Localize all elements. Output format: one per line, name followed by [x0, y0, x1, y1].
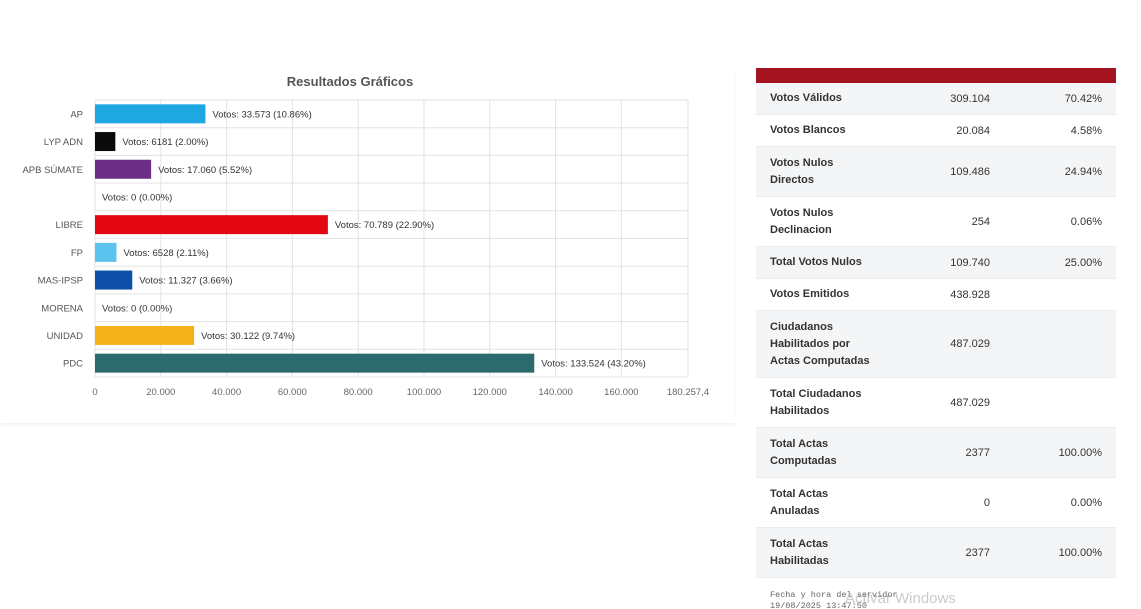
table-row: Total Actas Habilitadas 2377 100.00%: [756, 528, 1116, 578]
bar: [95, 132, 116, 152]
category-label: PDC: [63, 359, 83, 370]
table-row: Votos Nulos Directos 109.486 24.94%: [756, 147, 1116, 197]
category-label: MORENA: [41, 303, 83, 314]
row-value: 2377: [965, 446, 990, 459]
table-row: Votos Blancos 20.084 4.58%: [756, 115, 1116, 147]
chart-title: Resultados Gráficos: [286, 74, 414, 89]
table-row: Votos Emitidos 438.928: [756, 279, 1116, 311]
table-row: Votos Nulos Declinacion 254 0.06%: [756, 197, 1116, 247]
row-value: 109.486: [950, 165, 990, 178]
x-tick-label: 80.000: [344, 387, 373, 398]
row-percent: 0.00%: [1070, 496, 1102, 509]
data-label: Votos: 6528 (2.11%): [123, 248, 208, 259]
row-percent: 70.42%: [1064, 92, 1102, 105]
row-label: Total Actas Habilitadas: [770, 537, 829, 567]
row-percent: 100.00%: [1058, 446, 1102, 459]
top-band: [0, 0, 1141, 68]
data-label: Votos: 33.573 (10.86%): [212, 109, 311, 120]
windows-activation-watermark: Activar Windows: [845, 590, 956, 607]
row-percent: 0.06%: [1070, 215, 1102, 228]
category-label: LIBRE: [56, 220, 83, 231]
results-table: Votos Válidos 309.104 70.42% Votos Blanc…: [756, 83, 1116, 578]
row-label: Total Actas Computadas: [770, 437, 837, 467]
bar: [95, 159, 152, 179]
row-label: Total Ciudadanos Habilitados: [770, 387, 862, 417]
x-tick-label: 120.000: [473, 387, 507, 398]
results-table-panel: Votos Válidos 309.104 70.42% Votos Blanc…: [756, 68, 1116, 609]
category-label: AP: [70, 109, 83, 120]
row-label: Ciudadanos Habilitados por Actas Computa…: [770, 320, 870, 367]
data-label: Votos: 11.327 (3.66%): [139, 276, 232, 287]
server-time-footer: Fecha y hora del servidor 19/08/2025 13:…: [756, 578, 1116, 609]
results-chart-card: Resultados Gráficos 0 20.000 40.000 60.000 8…: [0, 68, 735, 423]
row-value: 438.928: [950, 288, 990, 301]
x-tick-label: 160.000: [604, 387, 638, 398]
table-row: Ciudadanos Habilitados por Actas Computa…: [756, 311, 1116, 378]
server-timestamp: 19/08/2025 13:47:50: [770, 601, 867, 609]
row-value: 109.740: [950, 256, 990, 269]
table-row: Total Ciudadanos Habilitados 487.029: [756, 378, 1116, 428]
bar: [95, 104, 206, 124]
table-header-bar: [756, 68, 1116, 83]
row-label: Votos Válidos: [770, 92, 842, 104]
bar-chart: 0 20.000 40.000 60.000 80.000 100.000 120.000 1…: [22, 99, 709, 398]
bar: [95, 215, 328, 235]
table-row: Total Actas Anuladas 0 0.00%: [756, 478, 1116, 528]
row-value: 2377: [965, 546, 990, 559]
x-tick-label: 40.000: [212, 387, 241, 398]
data-label: Votos: 70.789 (22.90%): [335, 220, 434, 231]
data-label: Votos: 0 (0.00%): [102, 192, 172, 203]
bar: [95, 242, 117, 262]
row-value: 309.104: [950, 92, 990, 105]
row-value: 0: [983, 496, 990, 509]
server-time-label: Fecha y hora del servidor: [770, 590, 898, 600]
row-value: 487.029: [950, 396, 990, 409]
row-value: 254: [971, 215, 990, 228]
category-label: LYP ADN: [44, 137, 83, 148]
category-label: APB SÚMATE: [22, 165, 83, 176]
data-label: Votos: 17.060 (5.52%): [158, 165, 252, 176]
bar: [95, 353, 535, 373]
x-tick-label: 60.000: [278, 387, 307, 398]
table-row: Total Votos Nulos 109.740 25.00%: [756, 247, 1116, 279]
row-value: 487.029: [950, 338, 990, 350]
row-percent: 24.94%: [1064, 165, 1102, 178]
data-label: Votos: 0 (0.00%): [102, 303, 172, 314]
bar: [95, 270, 133, 290]
data-label: Votos: 6181 (2.00%): [122, 137, 208, 148]
row-label: Total Actas Anuladas: [770, 487, 829, 517]
row-label: Votos Nulos Declinacion: [770, 206, 834, 236]
row-label: Votos Nulos Directos: [770, 156, 834, 186]
data-label: Votos: 133.524 (43.20%): [541, 359, 646, 370]
category-label: MAS-IPSP: [38, 276, 83, 287]
row-value: 20.084: [956, 124, 990, 137]
table-row: Votos Válidos 309.104 70.42%: [756, 83, 1116, 115]
row-label: Votos Blancos: [770, 124, 846, 136]
row-percent: 100.00%: [1058, 546, 1102, 559]
row-label: Total Votos Nulos: [770, 256, 862, 268]
table-row: Total Actas Computadas 2377 100.00%: [756, 428, 1116, 478]
x-tick-label: 100.000: [407, 387, 441, 398]
category-label: FP: [71, 248, 83, 259]
x-tick-label: 0: [92, 387, 97, 398]
bar: [95, 325, 195, 345]
row-percent: 4.58%: [1070, 124, 1102, 137]
category-label: UNIDAD: [47, 331, 84, 342]
row-percent: 25.00%: [1064, 256, 1102, 269]
row-label: Votos Emitidos: [770, 288, 850, 300]
x-tick-label: 140.000: [538, 387, 572, 398]
x-tick-label: 20.000: [146, 387, 175, 398]
data-label: Votos: 30.122 (9.74%): [201, 331, 295, 342]
x-tick-label: 180.257,4: [667, 387, 709, 398]
